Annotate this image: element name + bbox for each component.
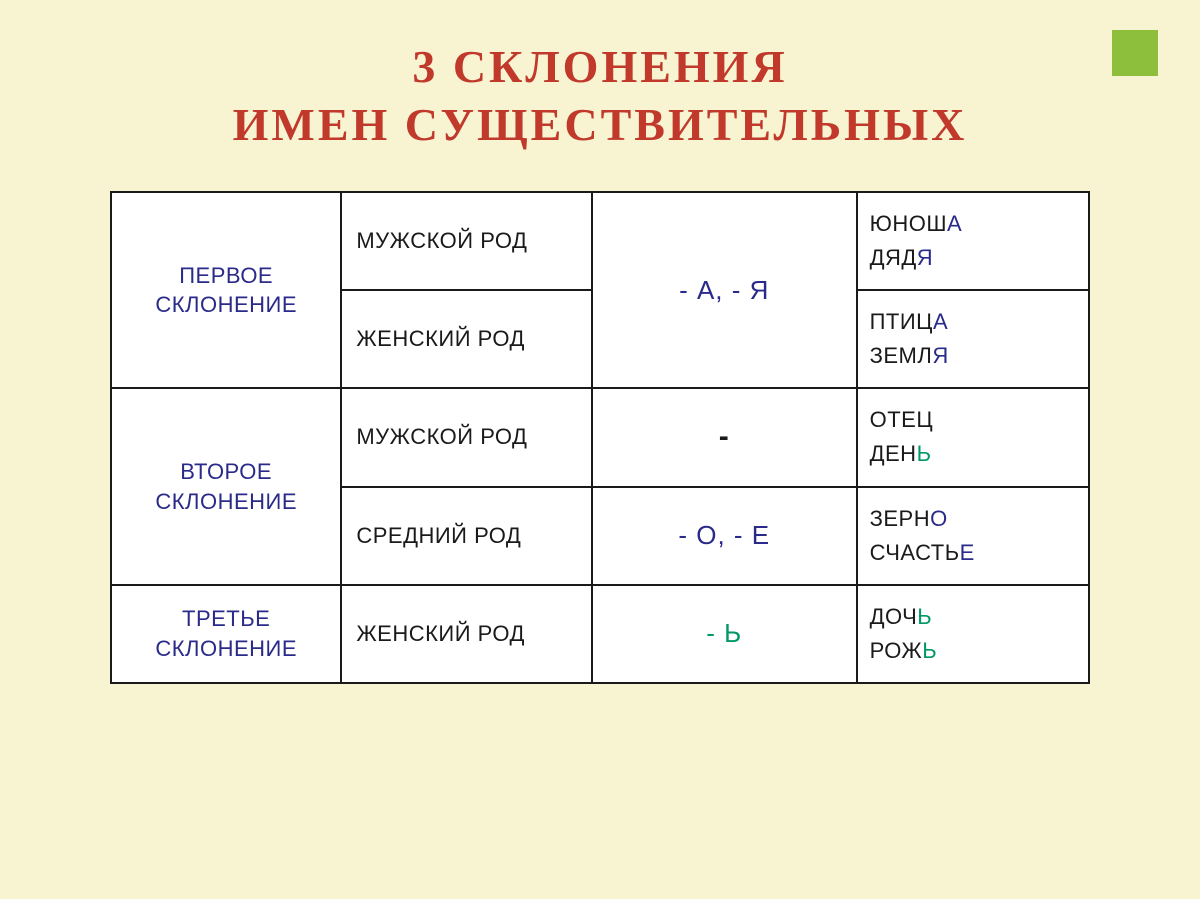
- example-stem: РОЖ: [870, 638, 923, 663]
- table-row: ПЕРВОЕ СКЛОНЕНИЕ МУЖСКОЙ РОД - А, - Я ЮН…: [111, 192, 1089, 290]
- example-ending: Я: [932, 343, 948, 368]
- example-ending: Я: [917, 245, 933, 270]
- gender-cell: ЖЕНСКИЙ РОД: [341, 290, 592, 388]
- declension-3-name: ТРЕТЬЕ СКЛОНЕНИЕ: [111, 585, 341, 683]
- declension-table-wrap: ПЕРВОЕ СКЛОНЕНИЕ МУЖСКОЙ РОД - А, - Я ЮН…: [110, 191, 1090, 684]
- example-stem: ДОЧ: [870, 604, 918, 629]
- endings-cell: - Ь: [592, 585, 857, 683]
- example-stem: ДЕН: [870, 441, 917, 466]
- example-stem: ЮНОШ: [870, 211, 947, 236]
- gender-cell: ЖЕНСКИЙ РОД: [341, 585, 592, 683]
- declension-2-name: ВТОРОЕ СКЛОНЕНИЕ: [111, 388, 341, 584]
- example-ending: Ь: [922, 638, 937, 663]
- example-stem: ДЯД: [870, 245, 917, 270]
- page-title-block: 3 СКЛОНЕНИЯ ИМЕН СУЩЕСТВИТЕЛЬНЫХ: [0, 0, 1200, 153]
- example-stem: ПТИЦ: [870, 309, 933, 334]
- examples-cell: ДОЧЬ РОЖЬ: [857, 585, 1089, 683]
- accent-square: [1112, 30, 1158, 76]
- example-stem: ЗЕМЛ: [870, 343, 933, 368]
- gender-cell: МУЖСКОЙ РОД: [341, 388, 592, 486]
- examples-cell: ПТИЦА ЗЕМЛЯ: [857, 290, 1089, 388]
- declension-name-line1: ВТОРОЕ: [180, 459, 272, 484]
- declension-name-line2: СКЛОНЕНИЕ: [155, 489, 297, 514]
- examples-cell: ОТЕЦ ДЕНЬ: [857, 388, 1089, 486]
- declension-name-line1: ПЕРВОЕ: [179, 263, 273, 288]
- example-stem: СЧАСТЬ: [870, 540, 960, 565]
- example-stem: ОТЕЦ: [870, 407, 934, 432]
- example-stem: ЗЕРН: [870, 506, 931, 531]
- example-ending: А: [947, 211, 962, 236]
- declension-name-line2: СКЛОНЕНИЕ: [155, 636, 297, 661]
- example-ending: Ь: [917, 441, 932, 466]
- examples-cell: ЗЕРНО СЧАСТЬЕ: [857, 487, 1089, 585]
- gender-cell: МУЖСКОЙ РОД: [341, 192, 592, 290]
- gender-cell: СРЕДНИЙ РОД: [341, 487, 592, 585]
- declension-table: ПЕРВОЕ СКЛОНЕНИЕ МУЖСКОЙ РОД - А, - Я ЮН…: [110, 191, 1090, 684]
- table-row: ТРЕТЬЕ СКЛОНЕНИЕ ЖЕНСКИЙ РОД - Ь ДОЧЬ РО…: [111, 585, 1089, 683]
- example-ending: А: [933, 309, 948, 334]
- declension-name-line1: ТРЕТЬЕ: [182, 606, 270, 631]
- title-line-1: 3 СКЛОНЕНИЯ: [0, 38, 1200, 96]
- endings-cell: -: [592, 388, 857, 486]
- title-line-2: ИМЕН СУЩЕСТВИТЕЛЬНЫХ: [0, 96, 1200, 154]
- example-ending: Ь: [917, 604, 932, 629]
- declension-1-name: ПЕРВОЕ СКЛОНЕНИЕ: [111, 192, 341, 388]
- table-row: ВТОРОЕ СКЛОНЕНИЕ МУЖСКОЙ РОД - ОТЕЦ ДЕНЬ: [111, 388, 1089, 486]
- example-ending: Е: [960, 540, 975, 565]
- endings-cell: - О, - Е: [592, 487, 857, 585]
- examples-cell: ЮНОША ДЯДЯ: [857, 192, 1089, 290]
- endings-cell: - А, - Я: [592, 192, 857, 388]
- example-ending: О: [930, 506, 948, 531]
- declension-name-line2: СКЛОНЕНИЕ: [155, 292, 297, 317]
